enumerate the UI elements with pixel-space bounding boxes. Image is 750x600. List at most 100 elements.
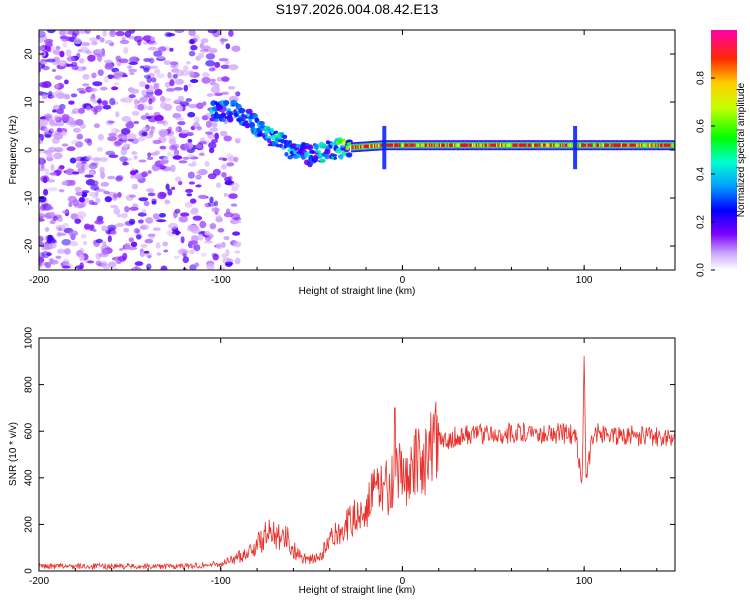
noise-blob xyxy=(107,74,114,80)
signal-band-core xyxy=(597,143,600,147)
signal-band-core xyxy=(353,145,355,149)
signal-blob xyxy=(238,107,246,114)
signal-band-core xyxy=(379,143,381,148)
noise-blob xyxy=(138,197,149,202)
noise-blob xyxy=(118,248,124,251)
noise-blob xyxy=(180,249,189,254)
noise-blob xyxy=(54,75,63,80)
signal-band-core xyxy=(507,143,509,147)
signal-band-core xyxy=(358,145,360,149)
noise-blob xyxy=(49,220,54,224)
noise-blob xyxy=(173,210,178,219)
noise-blob xyxy=(140,243,148,248)
noise-blob xyxy=(141,131,148,137)
noise-blob xyxy=(128,120,133,126)
signal-band-core xyxy=(670,143,672,147)
signal-band-core xyxy=(372,144,374,148)
noise-blob xyxy=(141,171,148,178)
noise-blob xyxy=(54,121,65,127)
noise-blob xyxy=(83,223,91,230)
spectrogram-y-label: Frequency (Hz) xyxy=(8,116,19,185)
noise-blob xyxy=(205,131,213,135)
signal-band-core xyxy=(505,143,507,147)
noise-blob xyxy=(44,227,50,232)
noise-blob xyxy=(185,98,192,102)
noise-blob xyxy=(107,224,117,231)
noise-blob xyxy=(107,136,117,142)
signal-band-core xyxy=(568,143,570,147)
signal-band-core xyxy=(577,143,579,147)
noise-blob xyxy=(170,61,177,69)
noise-blob xyxy=(209,223,217,230)
noise-blob xyxy=(56,127,62,133)
noise-blob xyxy=(52,68,56,73)
signal-band-core xyxy=(591,143,593,147)
noise-blob xyxy=(68,179,76,186)
y-tick-label: 20 xyxy=(24,48,35,60)
noise-blob xyxy=(144,84,150,90)
signal-band-core xyxy=(620,143,623,147)
noise-blob xyxy=(138,159,147,163)
signal-band-core xyxy=(578,143,581,147)
noise-blob xyxy=(120,148,128,156)
signal-band-core xyxy=(550,143,553,147)
noise-blob xyxy=(167,71,172,79)
noise-blob xyxy=(76,211,87,219)
signal-blob xyxy=(345,152,353,158)
noise-blob xyxy=(52,109,57,113)
noise-blob xyxy=(189,40,196,45)
noise-blob xyxy=(104,59,113,64)
signal-band-core xyxy=(499,143,502,147)
noise-blob xyxy=(220,64,230,70)
signal-band-core xyxy=(586,143,588,147)
noise-blob xyxy=(107,235,112,243)
noise-blob xyxy=(135,229,141,234)
noise-blob xyxy=(147,40,158,46)
noise-blob xyxy=(187,163,197,167)
noise-blob xyxy=(235,91,241,97)
noise-blob xyxy=(46,149,52,157)
noise-blob xyxy=(202,101,207,106)
signal-band-core xyxy=(393,143,395,147)
noise-blob xyxy=(102,30,107,37)
noise-blob xyxy=(39,81,48,88)
noise-blob xyxy=(157,191,167,200)
signal-blob xyxy=(222,118,226,122)
noise-blob xyxy=(233,156,239,163)
noise-blob xyxy=(234,257,241,265)
signal-band-core xyxy=(436,143,438,147)
signal-band-core xyxy=(399,143,401,147)
signal-band-core xyxy=(601,143,603,147)
noise-blob xyxy=(43,188,49,196)
noise-blob xyxy=(221,76,230,82)
signal-band-core xyxy=(526,143,528,147)
x-tick-label: -200 xyxy=(29,275,49,286)
noise-blob xyxy=(39,149,44,155)
noise-blob xyxy=(78,90,87,94)
noise-blob xyxy=(211,252,218,257)
noise-blob xyxy=(80,42,91,47)
noise-blob xyxy=(47,234,53,242)
signal-band-peak xyxy=(606,143,611,147)
noise-blob xyxy=(143,58,152,62)
noise-blob xyxy=(150,36,155,42)
noise-blob xyxy=(173,86,183,92)
noise-blob xyxy=(146,75,152,84)
noise-blob xyxy=(139,65,145,69)
signal-band-peak xyxy=(624,143,629,147)
noise-blob xyxy=(186,132,194,137)
noise-blob xyxy=(208,147,215,154)
noise-blob xyxy=(103,75,110,83)
noise-blob xyxy=(127,65,133,69)
signal-blob xyxy=(216,104,223,111)
noise-blob xyxy=(205,53,216,60)
noise-blob xyxy=(210,78,216,82)
noise-blob xyxy=(48,91,53,97)
noise-blob xyxy=(154,88,163,96)
noise-blob xyxy=(143,200,150,207)
noise-blob xyxy=(197,233,204,241)
signal-band-core xyxy=(571,143,573,147)
noise-blob xyxy=(39,91,45,95)
noise-blob xyxy=(75,191,83,196)
